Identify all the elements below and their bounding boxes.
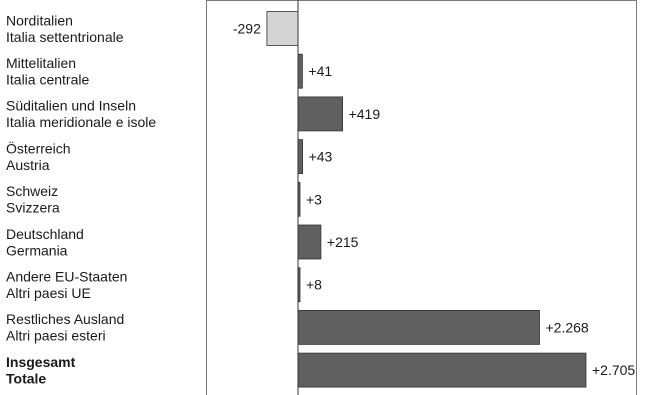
category-label-1-line-1: Italia centrale	[6, 72, 89, 88]
category-label-8-line-0: Insgesamt	[6, 354, 76, 370]
category-label-1-line-0: Mittelitalien	[6, 55, 76, 71]
category-label-6-line-0: Andere EU-Staaten	[6, 269, 127, 285]
category-label-7-line-0: Restliches Ausland	[6, 311, 124, 327]
bar-3	[297, 139, 303, 175]
bar-1	[297, 53, 303, 89]
bar-8	[297, 352, 587, 388]
category-label-5-line-1: Germania	[6, 242, 68, 258]
category-label-6-line-1: Altri paesi UE	[6, 285, 91, 301]
bars	[266, 11, 587, 388]
category-label-8-line-1: Totale	[6, 370, 46, 386]
category-label-0-line-1: Italia settentrionale	[6, 29, 124, 45]
value-label-1: +41	[308, 63, 332, 79]
value-label-2: +419	[349, 106, 381, 122]
category-label-7-line-1: Altri paesi esteri	[6, 328, 106, 344]
value-labels: -292 +41 +419 +43 +3 +215 +8 +2.268 +2.705	[233, 21, 636, 379]
value-label-8: +2.705	[592, 362, 635, 378]
bar-2	[297, 96, 343, 132]
value-label-4: +3	[306, 191, 322, 207]
category-label-3-line-1: Austria	[6, 157, 50, 173]
category-label-4-line-0: Schweiz	[6, 183, 58, 199]
value-label-6: +8	[306, 277, 322, 293]
value-label-5: +215	[327, 234, 359, 250]
bar-0	[266, 11, 299, 46]
category-label-2-line-1: Italia meridionale e isole	[6, 114, 156, 130]
category-label-2-line-0: Süditalien und Inseln	[6, 98, 136, 114]
bar-7	[297, 309, 540, 345]
plot-frame	[206, 0, 637, 395]
category-label-0-line-0: Norditalien	[6, 12, 73, 28]
value-label-7: +2.268	[546, 319, 589, 335]
value-label-3: +43	[309, 149, 333, 165]
category-label-3-line-0: Österreich	[6, 139, 71, 156]
category-label-4-line-1: Svizzera	[6, 200, 60, 216]
value-label-0: -292	[233, 21, 261, 37]
bar-5	[297, 224, 322, 260]
category-label-5-line-0: Deutschland	[6, 226, 84, 242]
